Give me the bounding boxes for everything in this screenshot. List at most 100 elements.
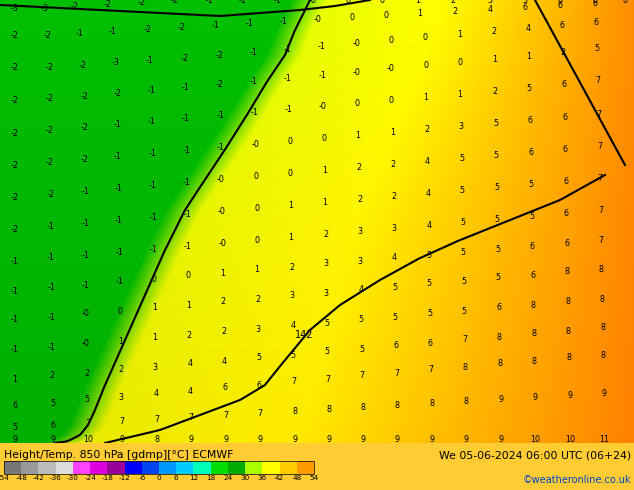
- Text: 2: 2: [84, 368, 89, 377]
- Text: 6: 6: [557, 0, 562, 4]
- Text: -0: -0: [314, 15, 322, 24]
- Text: 0: 0: [117, 307, 122, 316]
- Text: -2: -2: [138, 0, 146, 6]
- Text: 2: 2: [256, 294, 261, 303]
- Text: -2: -2: [144, 24, 152, 33]
- Text: 1: 1: [323, 166, 328, 174]
- Text: 8: 8: [496, 333, 501, 342]
- Text: 7: 7: [86, 418, 91, 427]
- Text: -48: -48: [15, 475, 27, 481]
- Text: -1: -1: [82, 219, 90, 227]
- Text: 9: 9: [257, 436, 262, 444]
- Text: 9: 9: [533, 392, 538, 401]
- Text: -1: -1: [182, 114, 190, 122]
- Text: 8: 8: [292, 407, 297, 416]
- Text: 7: 7: [595, 75, 600, 84]
- Bar: [280, 461, 297, 474]
- Bar: [176, 461, 193, 474]
- Text: 8: 8: [429, 398, 434, 408]
- Text: 0: 0: [349, 13, 354, 22]
- Text: 0: 0: [321, 133, 327, 143]
- Text: -1: -1: [182, 82, 190, 92]
- Text: -54: -54: [0, 475, 10, 481]
- Text: Height/Temp. 850 hPa [gdmp][°C] ECMWF: Height/Temp. 850 hPa [gdmp][°C] ECMWF: [4, 450, 233, 460]
- Text: -0: -0: [319, 101, 327, 111]
- Text: 9: 9: [498, 436, 503, 444]
- Text: 2: 2: [358, 195, 363, 203]
- Text: 9: 9: [429, 436, 434, 444]
- Text: -1: -1: [246, 19, 254, 27]
- Text: 2: 2: [323, 229, 328, 239]
- Text: 2: 2: [560, 48, 566, 56]
- Text: 2: 2: [450, 0, 456, 4]
- Text: -2: -2: [46, 157, 54, 167]
- Text: -0: -0: [252, 140, 260, 148]
- Text: 1: 1: [153, 334, 157, 343]
- Text: 6: 6: [257, 381, 261, 390]
- Text: 0: 0: [380, 0, 384, 4]
- Text: -1: -1: [149, 148, 157, 157]
- Text: 4: 4: [153, 390, 158, 398]
- Text: 1: 1: [288, 200, 294, 210]
- Text: 5: 5: [522, 0, 527, 4]
- Text: 6: 6: [564, 209, 569, 218]
- Text: 0: 0: [186, 271, 190, 280]
- Text: -2: -2: [181, 53, 189, 63]
- Text: 2: 2: [186, 330, 191, 340]
- Text: 5: 5: [595, 44, 600, 52]
- Text: 5: 5: [359, 344, 365, 353]
- Text: 2: 2: [49, 371, 55, 381]
- Text: -24: -24: [84, 475, 96, 481]
- Text: 1: 1: [221, 269, 226, 277]
- Text: -2: -2: [81, 92, 89, 100]
- Text: -2: -2: [44, 30, 52, 40]
- Text: -1: -1: [284, 45, 292, 53]
- Text: 9: 9: [327, 436, 332, 444]
- Text: -1: -1: [149, 180, 157, 190]
- Bar: [39, 461, 56, 474]
- Text: 6: 6: [531, 270, 536, 279]
- Text: 2: 2: [491, 26, 496, 35]
- Text: 6: 6: [394, 342, 399, 350]
- Text: -1: -1: [82, 250, 90, 260]
- Text: 3: 3: [323, 289, 328, 297]
- Text: 5: 5: [427, 250, 432, 260]
- Text: 1: 1: [153, 303, 157, 313]
- Text: -1: -1: [250, 76, 258, 85]
- Text: -0: -0: [353, 39, 361, 48]
- Text: -1: -1: [183, 146, 191, 154]
- Text: 5: 5: [462, 276, 467, 286]
- Text: -42: -42: [32, 475, 44, 481]
- Text: 6: 6: [522, 2, 527, 11]
- Text: 4: 4: [358, 286, 363, 294]
- Text: -1: -1: [109, 26, 117, 35]
- Text: 1: 1: [356, 130, 361, 140]
- Text: 4: 4: [221, 357, 226, 366]
- Text: 8: 8: [394, 400, 399, 410]
- Text: 5: 5: [495, 215, 500, 223]
- Text: -2: -2: [11, 63, 19, 72]
- Text: 2: 2: [493, 87, 498, 96]
- Text: -0: -0: [309, 0, 317, 4]
- Text: -2: -2: [71, 1, 79, 10]
- Text: -2: -2: [46, 63, 54, 72]
- Text: 6: 6: [13, 401, 18, 411]
- Text: -1: -1: [47, 253, 55, 263]
- Text: 5: 5: [427, 310, 432, 318]
- Text: 8: 8: [564, 268, 569, 276]
- Text: -1: -1: [11, 345, 19, 354]
- Text: 8: 8: [498, 360, 503, 368]
- Text: 4: 4: [188, 360, 193, 368]
- Text: 8: 8: [567, 353, 571, 363]
- Text: 6: 6: [174, 475, 179, 481]
- Text: 5: 5: [460, 153, 465, 163]
- Text: 8: 8: [600, 294, 604, 303]
- Text: -18: -18: [101, 475, 113, 481]
- Text: 0: 0: [354, 98, 359, 107]
- Text: 0: 0: [389, 96, 394, 104]
- Text: -36: -36: [49, 475, 61, 481]
- Text: -1: -1: [48, 284, 56, 293]
- Text: 7: 7: [597, 142, 602, 150]
- Text: 8: 8: [600, 323, 605, 333]
- Text: 0: 0: [254, 172, 259, 180]
